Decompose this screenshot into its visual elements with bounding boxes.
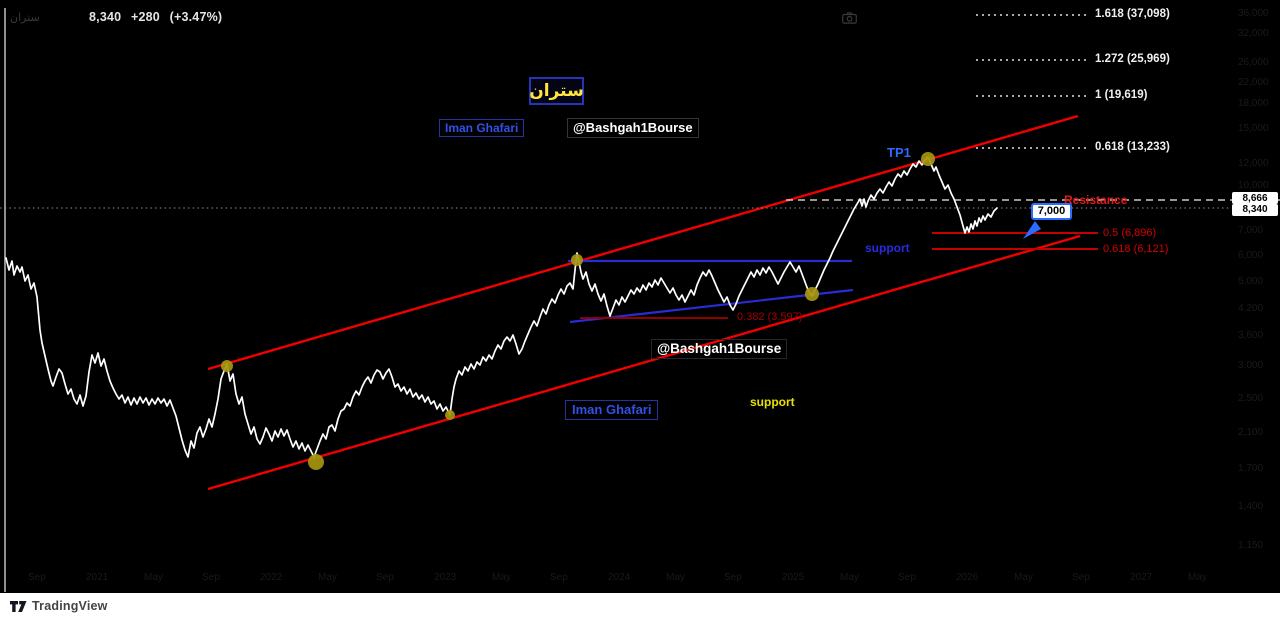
price-axis-tick: 2,500 [1238, 393, 1264, 404]
time-axis-tick: Sep [28, 572, 46, 583]
fib-0.382-label: 0.382 (3,597) [737, 311, 803, 323]
price-axis-tick: 32,000 [1238, 28, 1269, 39]
bashgah-label-mid[interactable]: @Bashgah1Bourse [651, 339, 788, 360]
resistance-label[interactable]: Resistance [1064, 193, 1128, 207]
time-axis-tick: 2026 [956, 572, 979, 583]
footer-bar: TradingView [0, 593, 1280, 619]
price-callout-7000[interactable]: 7,000 [1031, 203, 1072, 220]
bashgah-label-top[interactable]: @Bashgah1Bourse [567, 118, 699, 138]
symbol-title-dim[interactable]: ستران [10, 11, 40, 24]
tradingview-logo [10, 600, 27, 612]
pivot-marker[interactable] [445, 410, 455, 420]
legend-change-pct: (+3.47%) [169, 10, 223, 24]
iman-ghafari-label-top[interactable]: Iman Ghafari [439, 119, 525, 138]
channel-upper-trendline[interactable] [207, 114, 1079, 371]
pivot-marker[interactable] [571, 254, 583, 266]
pivot-marker[interactable] [221, 360, 233, 372]
pivot-marker[interactable] [921, 152, 935, 166]
price-axis-tick: 1,400 [1238, 501, 1264, 512]
time-axis-tick: Sep [202, 572, 220, 583]
price-axis-tick: 5,000 [1238, 276, 1264, 287]
fib-ext-0.618-label: 0.618 (13,233) [1095, 141, 1170, 153]
symbol-watermark-box[interactable]: ستران [529, 77, 584, 105]
price-axis-tick: 12,000 [1238, 158, 1269, 169]
time-axis-tick: 2021 [86, 572, 109, 583]
time-axis-tick: May [840, 572, 859, 583]
time-axis-tick: Sep [1072, 572, 1090, 583]
price-axis-tick: 10,000 [1238, 180, 1269, 191]
price-chart-canvas[interactable] [0, 0, 1280, 593]
time-axis-tick: 2027 [1130, 572, 1153, 583]
price-axis-tick: 1,700 [1238, 463, 1264, 474]
pivot-marker[interactable] [308, 454, 324, 470]
fib-ext-1.618-label: 1.618 (37,098) [1095, 8, 1170, 20]
legend-price: 8,340 [89, 10, 122, 24]
fib-0.5-label: 0.5 (6,896) [1103, 227, 1157, 239]
resistance-price-tag: 8,666 [1232, 192, 1278, 204]
time-axis-tick: Sep [898, 572, 916, 583]
time-axis-tick: 2024 [608, 572, 631, 583]
price-axis-tick: 4,200 [1238, 303, 1264, 314]
time-axis-tick: 2025 [782, 572, 805, 583]
fib-ext-1-label: 1 (19,619) [1095, 89, 1148, 101]
legend-price-info: 8,340 +280 (+3.47%) [89, 10, 228, 25]
tradingview-brand-link[interactable]: TradingView [10, 599, 108, 613]
time-axis-tick: May [144, 572, 163, 583]
price-axis-tick: 18,000 [1238, 98, 1269, 109]
time-axis-tick: May [1014, 572, 1033, 583]
price-axis-tick: 7,000 [1238, 225, 1264, 236]
time-axis-tick: 2022 [260, 572, 283, 583]
support-label-blue[interactable]: support [865, 241, 910, 255]
price-axis-tick: 2,100 [1238, 427, 1264, 438]
channel-lower-trendline[interactable] [207, 234, 1081, 491]
pivot-marker[interactable] [805, 287, 819, 301]
tradingview-wordmark: TradingView [32, 599, 108, 613]
price-axis-tick: 36,000 [1238, 8, 1269, 19]
time-axis-tick: 2023 [434, 572, 457, 583]
time-axis-tick: May [492, 572, 511, 583]
price-line [5, 156, 998, 458]
support-label-yellow[interactable]: support [750, 395, 795, 409]
price-axis-tick: 3,600 [1238, 330, 1264, 341]
time-axis-tick: Sep [376, 572, 394, 583]
time-axis-tick: May [1188, 572, 1207, 583]
price-axis-tick: 1,150 [1238, 540, 1264, 551]
current-price-tag: 8,340 [1232, 203, 1278, 216]
camera-icon[interactable] [842, 10, 857, 29]
fib-ext-1.272-label: 1.272 (25,969) [1095, 53, 1170, 65]
tp1-label[interactable]: TP1 [887, 145, 911, 160]
fib-0.618-label: 0.618 (6,121) [1103, 243, 1169, 255]
time-axis-tick: Sep [550, 572, 568, 583]
legend-change: +280 [130, 10, 160, 24]
price-axis-tick: 6,000 [1238, 250, 1264, 261]
price-axis-tick: 3,000 [1238, 360, 1264, 371]
time-axis-tick: May [318, 572, 337, 583]
time-axis-tick: May [666, 572, 685, 583]
price-axis-tick: 15,000 [1238, 123, 1269, 134]
price-axis-tick: 26,000 [1238, 57, 1269, 68]
price-axis-tick: 22,000 [1238, 77, 1269, 88]
callout-pointer-arrow [1023, 221, 1041, 239]
iman-ghafari-label-bottom[interactable]: Iman Ghafari [565, 400, 659, 420]
time-axis-tick: Sep [724, 572, 742, 583]
